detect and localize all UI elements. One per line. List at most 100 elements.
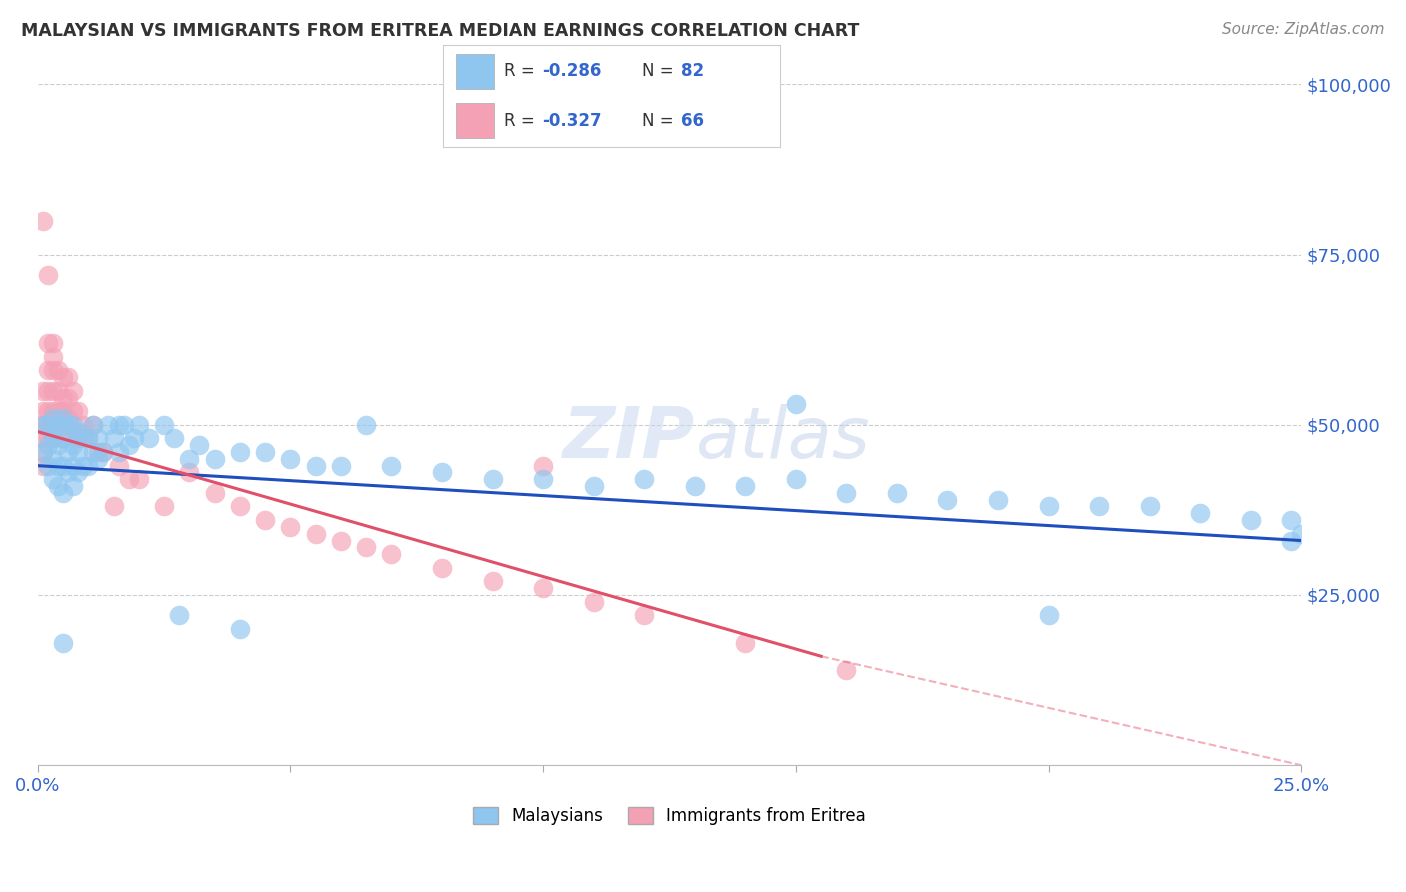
Point xyxy=(46,458,69,473)
Point xyxy=(42,336,65,351)
Point xyxy=(380,547,402,561)
Point xyxy=(128,472,150,486)
Point xyxy=(52,370,75,384)
Point xyxy=(204,486,226,500)
Text: MALAYSIAN VS IMMIGRANTS FROM ERITREA MEDIAN EARNINGS CORRELATION CHART: MALAYSIAN VS IMMIGRANTS FROM ERITREA MED… xyxy=(21,22,859,40)
Point xyxy=(37,268,59,282)
Point xyxy=(531,581,554,595)
Point xyxy=(1088,500,1111,514)
Point xyxy=(835,663,858,677)
Point xyxy=(31,213,53,227)
Point xyxy=(72,417,94,432)
Point xyxy=(163,432,186,446)
Point xyxy=(229,445,252,459)
Point xyxy=(62,438,84,452)
Point xyxy=(72,432,94,446)
Point xyxy=(167,608,190,623)
Point xyxy=(37,336,59,351)
Text: N =: N = xyxy=(643,62,679,80)
Point xyxy=(112,417,135,432)
Point xyxy=(128,417,150,432)
Point xyxy=(204,451,226,466)
Point xyxy=(118,472,141,486)
Point xyxy=(67,404,90,418)
Point xyxy=(329,533,352,548)
Point xyxy=(188,438,211,452)
Point xyxy=(531,472,554,486)
Point xyxy=(936,492,959,507)
Point xyxy=(582,595,605,609)
Point xyxy=(1279,533,1302,548)
Point xyxy=(67,425,90,439)
Point xyxy=(254,445,277,459)
Point xyxy=(835,486,858,500)
Text: atlas: atlas xyxy=(695,404,869,473)
Point xyxy=(42,363,65,377)
Point xyxy=(77,432,100,446)
Point xyxy=(734,479,756,493)
Point xyxy=(46,479,69,493)
Point xyxy=(179,451,201,466)
Point xyxy=(1189,506,1212,520)
Point xyxy=(42,350,65,364)
Point xyxy=(46,438,69,452)
Point xyxy=(42,404,65,418)
Point xyxy=(46,417,69,432)
Point xyxy=(52,458,75,473)
Point xyxy=(37,417,59,432)
Point xyxy=(582,479,605,493)
Point xyxy=(37,363,59,377)
Point xyxy=(62,425,84,439)
Point xyxy=(430,561,453,575)
Point xyxy=(354,417,377,432)
Point xyxy=(46,417,69,432)
Point xyxy=(52,391,75,405)
Point xyxy=(31,404,53,418)
Point xyxy=(97,417,120,432)
Point xyxy=(62,458,84,473)
Point xyxy=(633,608,655,623)
Point xyxy=(329,458,352,473)
Point xyxy=(683,479,706,493)
Point xyxy=(229,500,252,514)
Point xyxy=(56,370,79,384)
Point xyxy=(87,451,110,466)
Point xyxy=(1038,500,1060,514)
Point xyxy=(37,432,59,446)
Point xyxy=(118,438,141,452)
Point xyxy=(179,466,201,480)
Point xyxy=(62,384,84,398)
Point xyxy=(56,417,79,432)
Point xyxy=(37,404,59,418)
Point xyxy=(46,384,69,398)
Point xyxy=(67,432,90,446)
Point xyxy=(42,411,65,425)
Point xyxy=(122,432,145,446)
Point xyxy=(31,445,53,459)
Point xyxy=(52,486,75,500)
FancyBboxPatch shape xyxy=(457,54,494,88)
Point xyxy=(103,500,125,514)
Point xyxy=(52,432,75,446)
Point xyxy=(785,472,807,486)
Point xyxy=(153,417,176,432)
Point xyxy=(1279,513,1302,527)
Point xyxy=(37,384,59,398)
Point xyxy=(785,397,807,411)
Point xyxy=(56,391,79,405)
Text: R =: R = xyxy=(503,112,540,129)
Text: 82: 82 xyxy=(681,62,704,80)
Point xyxy=(1240,513,1263,527)
Point xyxy=(42,432,65,446)
Text: R =: R = xyxy=(503,62,540,80)
Point xyxy=(1038,608,1060,623)
Point xyxy=(52,404,75,418)
Point xyxy=(93,445,115,459)
Point xyxy=(31,384,53,398)
Text: ZIP: ZIP xyxy=(562,404,695,473)
Point xyxy=(153,500,176,514)
Point xyxy=(31,458,53,473)
Point xyxy=(380,458,402,473)
Point xyxy=(1139,500,1161,514)
Point xyxy=(42,417,65,432)
